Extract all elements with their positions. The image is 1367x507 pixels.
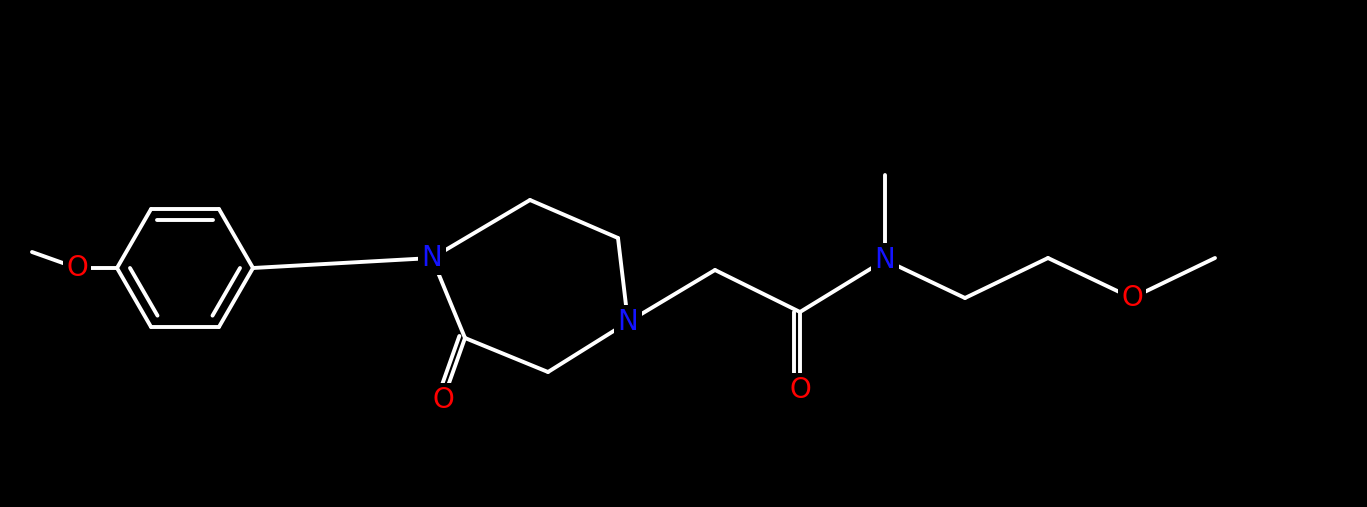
Text: O: O xyxy=(1121,284,1143,312)
Text: O: O xyxy=(432,386,454,414)
Text: N: N xyxy=(421,244,443,272)
Text: O: O xyxy=(66,254,87,282)
Text: O: O xyxy=(789,376,811,404)
Text: N: N xyxy=(875,246,895,274)
Text: N: N xyxy=(618,308,638,336)
